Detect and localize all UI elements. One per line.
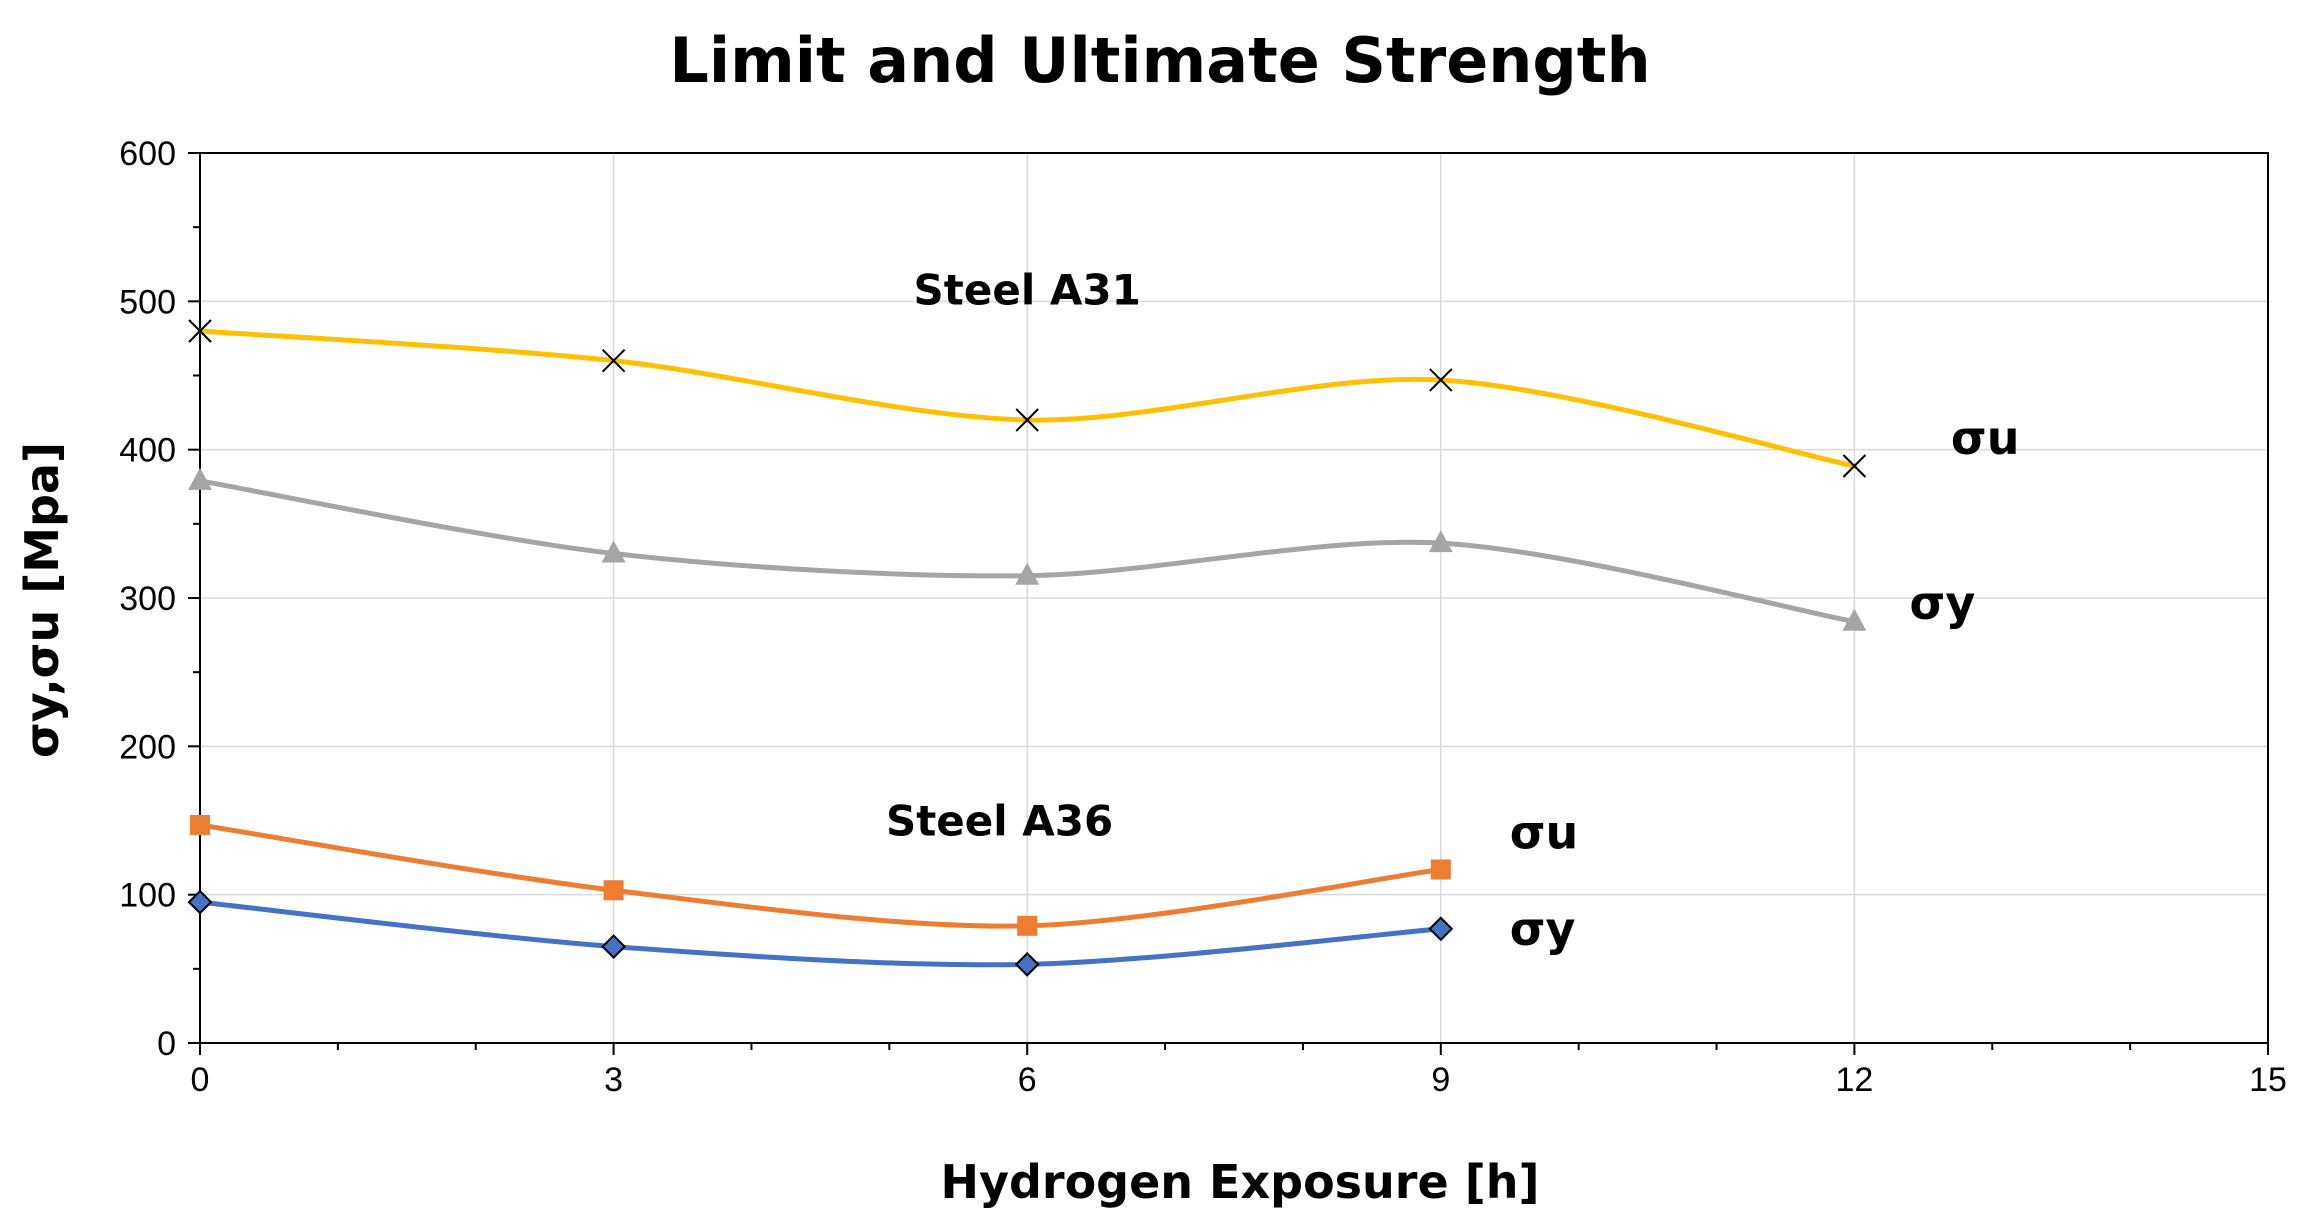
- data-point: [1429, 368, 1453, 392]
- data-point: [601, 934, 627, 959]
- data-point: [603, 880, 624, 901]
- annotation-label: Steel A36: [886, 796, 1113, 845]
- data-point: [187, 889, 213, 915]
- data-point: [190, 814, 210, 835]
- x-tick-label: 3: [604, 1061, 623, 1099]
- data-point: [1428, 916, 1454, 942]
- data-point: [1428, 530, 1453, 553]
- data-point-stroke: [1015, 408, 1039, 432]
- axes: 0 100 200 300 400 500 600 0 3 6 9 12 15: [119, 135, 2287, 1099]
- annotation-label: Steel A31: [914, 265, 1141, 314]
- x-tick-label: 9: [1431, 1061, 1450, 1099]
- data-point-stroke: [188, 319, 212, 343]
- data-point: [1015, 408, 1039, 432]
- data-point: [1430, 859, 1451, 880]
- x-tick-label: 6: [1018, 1061, 1037, 1099]
- data-point-stroke: [1429, 368, 1453, 392]
- chart-title: Limit and Ultimate Strength: [669, 24, 1650, 97]
- data-point-stroke: [601, 348, 626, 373]
- x-axis-title: Hydrogen Exposure [h]: [940, 1155, 1539, 1209]
- y-axis-title: σy,σu [Mpa]: [15, 442, 69, 758]
- data-point: [601, 348, 626, 373]
- series-line: [197, 899, 1444, 968]
- data-point: [601, 540, 626, 563]
- x-tick-label: 12: [1835, 1061, 1873, 1099]
- data-point: [1842, 454, 1867, 478]
- data-point: [1017, 915, 1038, 936]
- y-tick-label: 200: [119, 728, 176, 766]
- data-point: [1842, 608, 1867, 631]
- x-tick-label: 15: [2249, 1061, 2287, 1099]
- y-tick-label: 300: [119, 580, 176, 618]
- annotation-label: σu: [1951, 411, 2020, 465]
- x-tick-label: 0: [191, 1061, 210, 1099]
- annotation-label: σy: [1910, 576, 1976, 630]
- annotations: Steel A31 Steel A36 σu σy σu σy: [886, 265, 2019, 956]
- y-tick-label: 500: [119, 283, 176, 321]
- series-line: [197, 822, 1444, 929]
- annotation-label: σu: [1510, 806, 1579, 860]
- data-point-stroke: [1842, 454, 1867, 478]
- data-point: [188, 319, 212, 343]
- series-markers: [187, 319, 1867, 977]
- data-point: [1014, 951, 1040, 977]
- annotation-label: σy: [1510, 902, 1576, 956]
- y-tick-label: 400: [119, 432, 176, 470]
- data-point: [1015, 562, 1040, 585]
- y-tick-label: 0: [157, 1025, 176, 1063]
- data-point: [188, 467, 212, 490]
- y-tick-label: 100: [119, 877, 176, 915]
- y-tick-label: 600: [119, 135, 176, 173]
